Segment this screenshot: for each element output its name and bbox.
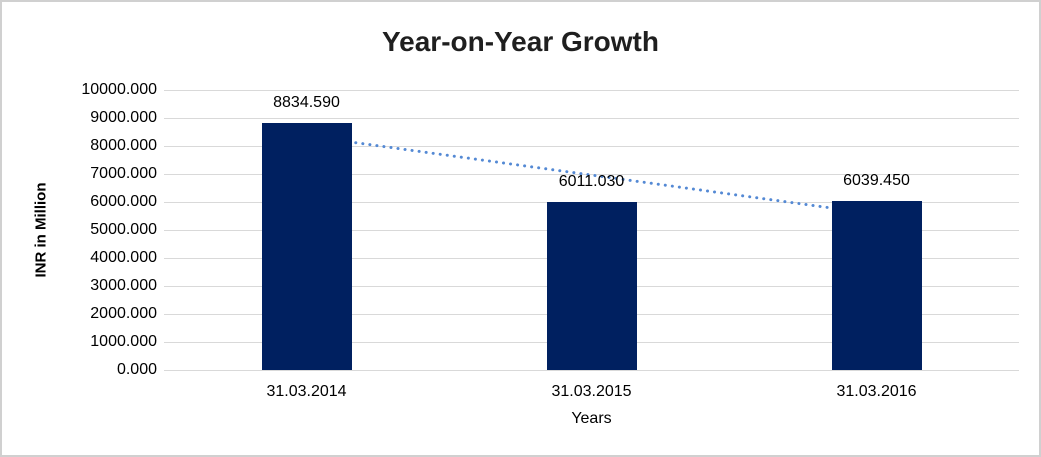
y-axis-tick-label: 6000.000 [90,193,157,210]
y-axis-tick-label: 0.000 [116,361,157,378]
y-axis-tick-label: 9000.000 [90,109,157,126]
y-axis-tick-label: 7000.000 [90,165,157,182]
chart-title: Year-on-Year Growth [382,26,659,57]
bar-31.03.2016 [831,200,922,370]
x-axis-tick-label: 31.03.2016 [836,383,917,400]
y-axis-tick-label: 2000.000 [90,305,157,322]
y-axis-tick-label: 5000.000 [90,221,157,238]
bar-31.03.2014 [261,122,352,370]
y-axis-tick-label: 3000.000 [90,277,157,294]
x-axis-title: Years [571,410,612,427]
y-axis-tick-label: 1000.000 [90,333,157,350]
x-axis-tick-label: 31.03.2015 [551,383,632,400]
y-axis-tick-label: 8000.000 [90,137,157,154]
gridline [164,90,1019,91]
y-axis-tick-label: 10000.000 [81,81,157,98]
data-label: 6039.450 [843,171,910,189]
gridline [164,118,1019,119]
x-axis-tick-label: 31.03.2014 [266,383,347,400]
y-axis-tick-label: 4000.000 [90,249,157,266]
bar-31.03.2015 [546,201,637,370]
data-label: 8834.590 [273,93,340,111]
gridline [164,370,1019,371]
data-label: 6011.030 [558,172,625,190]
